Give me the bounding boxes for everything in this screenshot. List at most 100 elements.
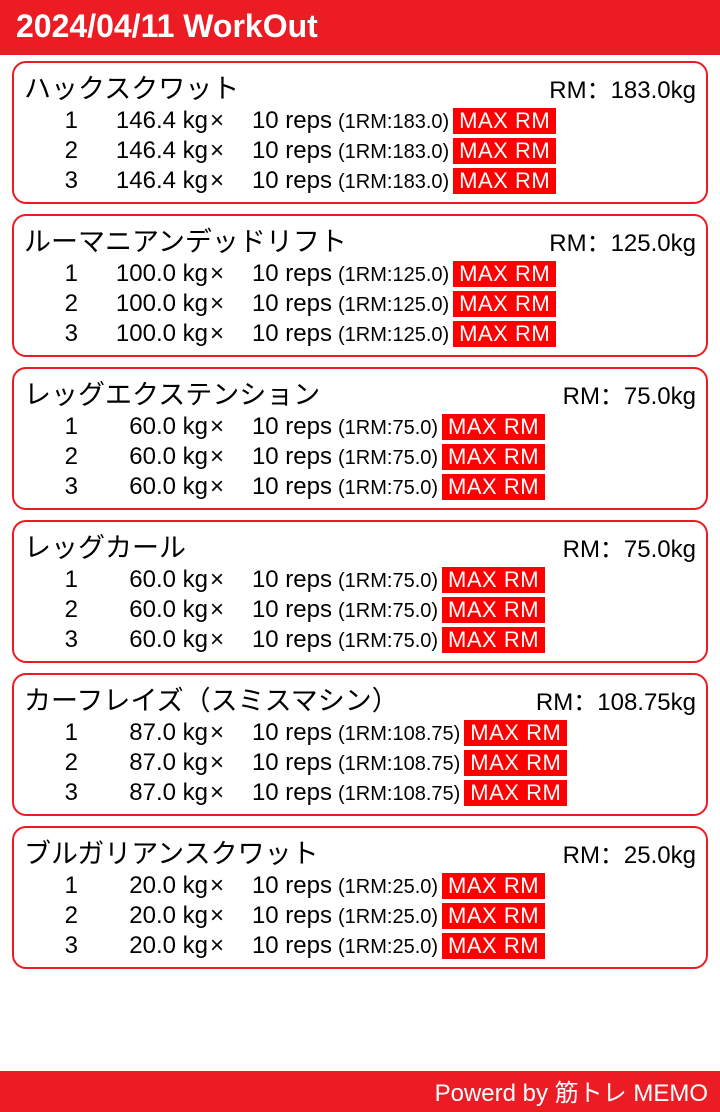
times-icon: × xyxy=(208,442,236,472)
times-icon: × xyxy=(208,472,236,502)
times-icon: × xyxy=(208,412,236,442)
set-reps: 10 reps xyxy=(236,748,336,778)
max-rm-badge: MAX RM xyxy=(442,903,545,929)
page-footer: Powerd by 筋トレ MEMO xyxy=(0,1071,720,1112)
times-icon: × xyxy=(208,289,236,319)
max-rm-badge: MAX RM xyxy=(464,780,567,806)
set-index: 3 xyxy=(46,778,78,808)
max-rm-badge: MAX RM xyxy=(453,261,556,287)
set-index: 2 xyxy=(46,136,78,166)
times-icon: × xyxy=(208,106,236,136)
set-reps: 10 reps xyxy=(236,901,336,931)
exercise-header: ルーマニアンデッドリフト RM：125.0kg xyxy=(24,220,696,259)
set-weight: 100.0 kg xyxy=(78,259,208,289)
set-row: 260.0 kg×10 reps(1RM:75.0)MAX RM xyxy=(24,442,696,472)
exercise-card: ハックスクワットRM：183.0kg1146.4 kg×10 reps(1RM:… xyxy=(12,61,708,204)
set-row: 1146.4 kg×10 reps(1RM:183.0)MAX RM xyxy=(24,106,696,136)
set-1rm: (1RM:108.75) xyxy=(336,782,460,807)
times-icon: × xyxy=(208,901,236,931)
set-index: 2 xyxy=(46,442,78,472)
set-row: 320.0 kg×10 reps(1RM:25.0)MAX RM xyxy=(24,931,696,961)
times-icon: × xyxy=(208,748,236,778)
exercise-rm: RM：108.75kg xyxy=(536,682,696,717)
set-1rm: (1RM:183.0) xyxy=(336,140,449,165)
exercise-rm: RM：125.0kg xyxy=(549,223,696,258)
max-rm-badge: MAX RM xyxy=(464,720,567,746)
max-rm-badge: MAX RM xyxy=(442,414,545,440)
set-weight: 60.0 kg xyxy=(78,412,208,442)
set-weight: 146.4 kg xyxy=(78,166,208,196)
max-rm-badge: MAX RM xyxy=(464,750,567,776)
times-icon: × xyxy=(208,871,236,901)
set-weight: 87.0 kg xyxy=(78,748,208,778)
max-rm-badge: MAX RM xyxy=(442,873,545,899)
set-row: 2100.0 kg×10 reps(1RM:125.0)MAX RM xyxy=(24,289,696,319)
exercise-rm: RM：75.0kg xyxy=(563,529,696,564)
times-icon: × xyxy=(208,136,236,166)
set-index: 1 xyxy=(46,259,78,289)
set-reps: 10 reps xyxy=(236,871,336,901)
set-row: 1100.0 kg×10 reps(1RM:125.0)MAX RM xyxy=(24,259,696,289)
set-reps: 10 reps xyxy=(236,565,336,595)
set-1rm: (1RM:75.0) xyxy=(336,416,438,441)
workout-list: ハックスクワットRM：183.0kg1146.4 kg×10 reps(1RM:… xyxy=(0,55,720,969)
exercise-name: レッグエクステンション xyxy=(24,373,320,412)
set-1rm: (1RM:75.0) xyxy=(336,569,438,594)
set-1rm: (1RM:75.0) xyxy=(336,476,438,501)
max-rm-badge: MAX RM xyxy=(442,933,545,959)
times-icon: × xyxy=(208,778,236,808)
times-icon: × xyxy=(208,166,236,196)
set-row: 220.0 kg×10 reps(1RM:25.0)MAX RM xyxy=(24,901,696,931)
set-index: 3 xyxy=(46,319,78,349)
exercise-card: レッグカールRM：75.0kg160.0 kg×10 reps(1RM:75.0… xyxy=(12,520,708,663)
exercise-name: カーフレイズ（スミスマシン） xyxy=(24,679,399,718)
set-row: 287.0 kg×10 reps(1RM:108.75)MAX RM xyxy=(24,748,696,778)
times-icon: × xyxy=(208,259,236,289)
set-reps: 10 reps xyxy=(236,412,336,442)
set-reps: 10 reps xyxy=(236,166,336,196)
exercise-card: ブルガリアンスクワットRM：25.0kg120.0 kg×10 reps(1RM… xyxy=(12,826,708,969)
exercise-header: レッグエクステンション RM：75.0kg xyxy=(24,373,696,412)
set-row: 3146.4 kg×10 reps(1RM:183.0)MAX RM xyxy=(24,166,696,196)
exercise-header: ハックスクワットRM：183.0kg xyxy=(24,67,696,106)
set-reps: 10 reps xyxy=(236,289,336,319)
set-1rm: (1RM:75.0) xyxy=(336,629,438,654)
set-row: 260.0 kg×10 reps(1RM:75.0)MAX RM xyxy=(24,595,696,625)
set-1rm: (1RM:25.0) xyxy=(336,875,438,900)
set-index: 3 xyxy=(46,166,78,196)
max-rm-badge: MAX RM xyxy=(453,138,556,164)
set-weight: 60.0 kg xyxy=(78,472,208,502)
set-1rm: (1RM:108.75) xyxy=(336,722,460,747)
set-row: 360.0 kg×10 reps(1RM:75.0)MAX RM xyxy=(24,472,696,502)
max-rm-badge: MAX RM xyxy=(453,108,556,134)
set-reps: 10 reps xyxy=(236,319,336,349)
set-index: 3 xyxy=(46,625,78,655)
set-index: 2 xyxy=(46,901,78,931)
exercise-rm: RM：25.0kg xyxy=(563,835,696,870)
set-1rm: (1RM:125.0) xyxy=(336,293,449,318)
set-weight: 60.0 kg xyxy=(78,565,208,595)
set-weight: 146.4 kg xyxy=(78,106,208,136)
set-index: 2 xyxy=(46,595,78,625)
set-reps: 10 reps xyxy=(236,472,336,502)
max-rm-badge: MAX RM xyxy=(442,627,545,653)
exercise-card: レッグエクステンションRM：75.0kg160.0 kg×10 reps(1RM… xyxy=(12,367,708,510)
set-index: 1 xyxy=(46,412,78,442)
set-index: 2 xyxy=(46,748,78,778)
exercise-header: ブルガリアンスクワット RM：25.0kg xyxy=(24,832,696,871)
set-1rm: (1RM:75.0) xyxy=(336,599,438,624)
footer-text: Powerd by 筋トレ MEMO xyxy=(435,1080,708,1107)
set-1rm: (1RM:25.0) xyxy=(336,935,438,960)
exercise-rm: RM：75.0kg xyxy=(563,376,696,411)
exercise-name: ブルガリアンスクワット xyxy=(24,832,319,871)
set-weight: 20.0 kg xyxy=(78,901,208,931)
set-weight: 20.0 kg xyxy=(78,931,208,961)
max-rm-badge: MAX RM xyxy=(442,474,545,500)
set-reps: 10 reps xyxy=(236,778,336,808)
exercise-name: ルーマニアンデッドリフト xyxy=(24,220,347,259)
max-rm-badge: MAX RM xyxy=(442,567,545,593)
page-title: 2024/04/11 WorkOut xyxy=(16,8,318,44)
times-icon: × xyxy=(208,718,236,748)
max-rm-badge: MAX RM xyxy=(442,444,545,470)
times-icon: × xyxy=(208,319,236,349)
